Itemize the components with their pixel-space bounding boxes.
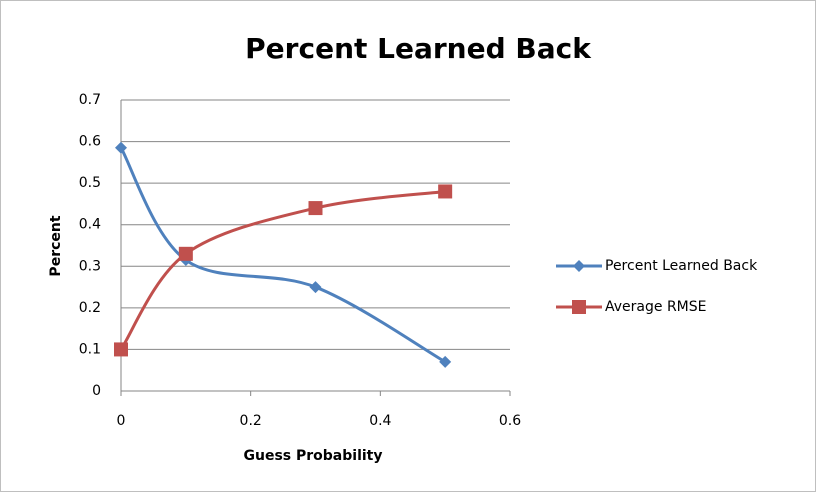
y-tick-label: 0.7 <box>79 92 101 108</box>
series-line <box>119 189 446 351</box>
marker <box>439 355 452 368</box>
legend-label: Percent Learned Back <box>605 258 758 274</box>
y-tick-label: 0.6 <box>79 134 101 150</box>
legend-marker <box>573 260 585 272</box>
y-axis-title: Percent <box>48 215 64 276</box>
y-tick-label: 0.1 <box>79 341 101 357</box>
marker <box>178 246 193 261</box>
marker <box>115 141 127 154</box>
legend-label: Average RMSE <box>605 299 706 315</box>
legend-marker <box>572 300 586 314</box>
y-tick-label: 0.2 <box>79 300 101 316</box>
x-tick-label: 0.2 <box>240 413 262 429</box>
chart-title: Percent Learned Back <box>245 32 592 65</box>
y-tick-label: 0.4 <box>79 217 101 233</box>
x-tick-label: 0 <box>117 413 126 429</box>
x-tick-label: 0.6 <box>499 413 521 429</box>
series-line <box>119 147 446 364</box>
marker <box>308 201 323 216</box>
x-axis-title: Guess Probability <box>244 448 383 464</box>
y-tick-label: 0.3 <box>79 258 101 274</box>
marker <box>309 281 322 294</box>
y-tick-label: 0 <box>92 383 101 399</box>
y-tick-label: 0.5 <box>79 175 101 191</box>
marker <box>114 342 128 357</box>
marker <box>438 184 453 199</box>
x-tick-label: 0.4 <box>369 413 391 429</box>
